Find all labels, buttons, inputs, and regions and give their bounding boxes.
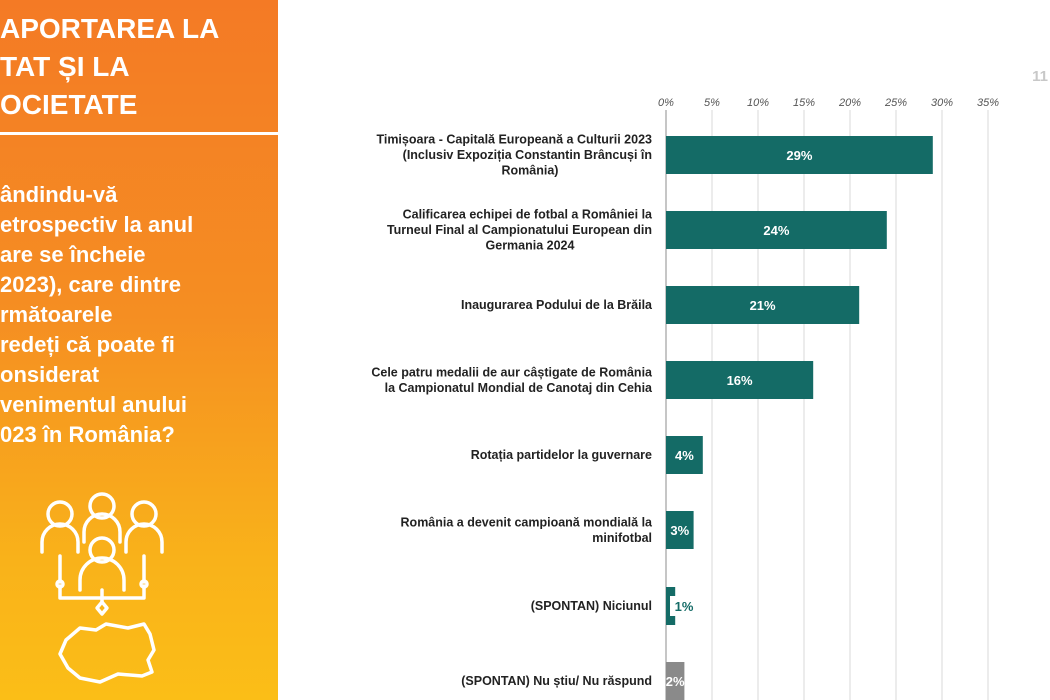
bar [666,361,814,399]
data-label-background [670,596,698,616]
data-label: 16% [727,373,753,388]
x-tick-label: 20% [838,97,861,109]
category-label: Calificarea echipei de fotbal a României… [387,208,653,253]
data-label: 4% [675,448,694,463]
category-label: România a devenit campioană mondială la m… [401,515,654,545]
category-label: Inaugurarea Podului de la Brăila [461,298,653,312]
category-label: (SPONTAN) Niciunul [531,599,652,613]
x-tick-label: 35% [977,97,999,109]
bar [666,662,685,700]
survey-question: ândindu-vă etrospectiv la anul are se în… [0,182,194,447]
x-tick-label: 25% [884,97,907,109]
x-tick-label: 15% [793,97,815,109]
data-label: 29% [786,148,812,163]
bar [666,511,694,549]
data-label: 24% [763,223,789,238]
bar [666,136,933,174]
x-tick-label: 5% [704,97,720,109]
people-map-icon [40,492,164,684]
page-number: 11 [1032,68,1048,85]
x-tick-label: 10% [747,97,769,109]
category-label: (SPONTAN) Nu știu/ Nu răspund [461,674,652,688]
left-panel: APORTAREA LA TAT ȘI LA OCIETATE ândindu-… [0,0,278,700]
data-label: 1% [675,599,694,614]
bar [666,286,860,324]
category-label: Timișoara - Capitală Europeană a Culturi… [376,133,652,178]
panel-title: APORTAREA LA TAT ȘI LA OCIETATE [0,13,220,120]
x-tick-label: 0% [658,97,674,109]
category-label: Cele patru medalii de aur câștigate de R… [371,365,653,395]
data-label: 2% [666,674,685,689]
x-tick-label: 30% [931,97,953,109]
data-label: 3% [670,523,689,538]
category-label: Rotația partidelor la guvernare [471,448,652,462]
bar [666,211,887,249]
panel-divider [0,132,278,135]
data-label: 21% [750,298,776,313]
bar [666,436,703,474]
